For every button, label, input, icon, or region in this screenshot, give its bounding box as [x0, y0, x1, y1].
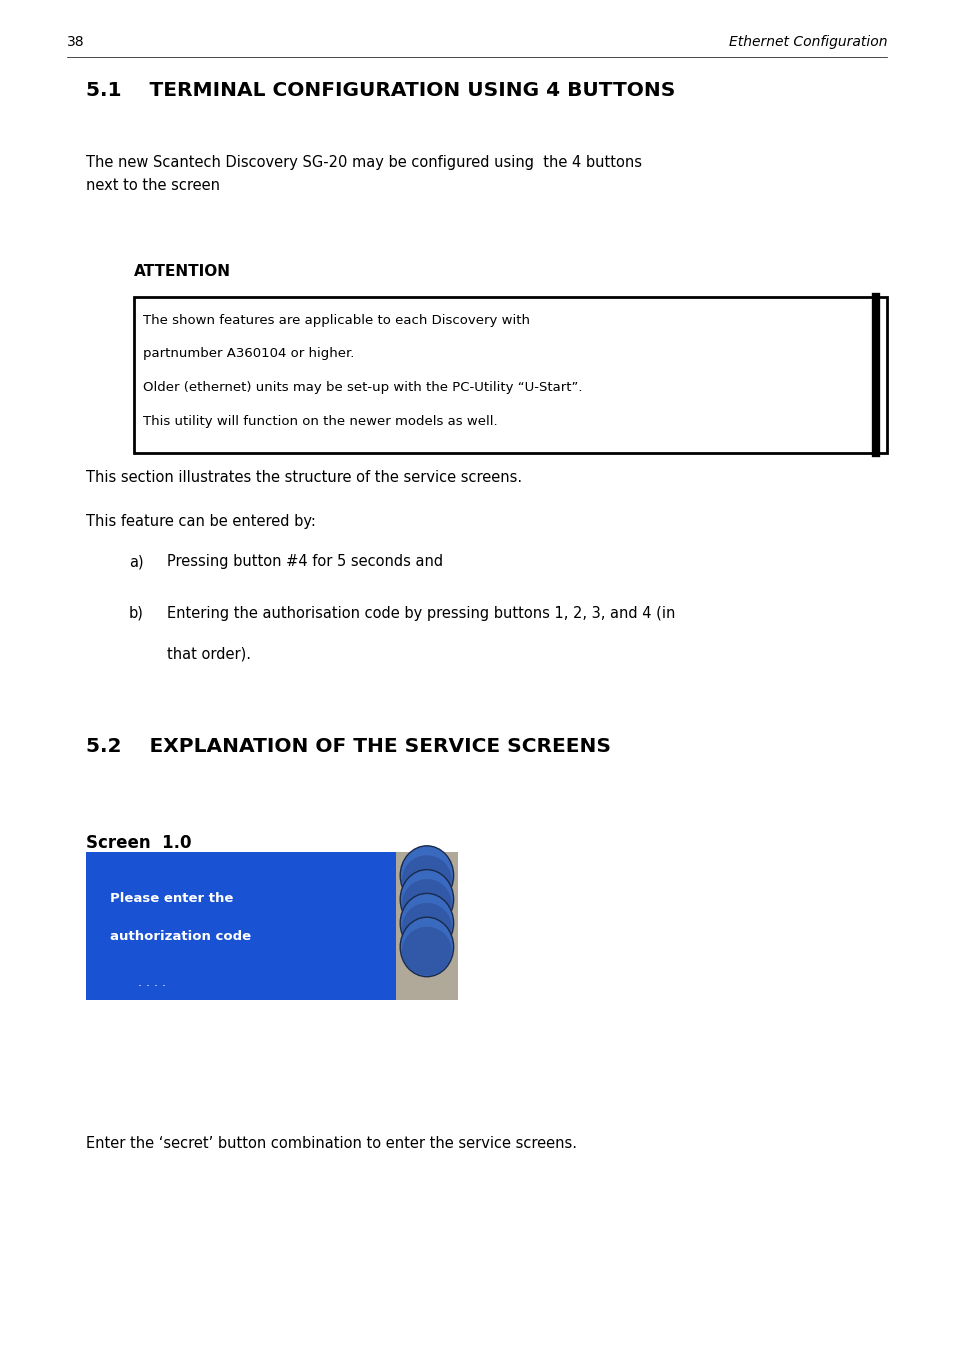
- FancyBboxPatch shape: [395, 852, 457, 1000]
- Text: b): b): [129, 606, 144, 621]
- FancyBboxPatch shape: [133, 297, 886, 453]
- Ellipse shape: [400, 846, 454, 906]
- Text: Screen  1.0: Screen 1.0: [86, 834, 192, 852]
- Text: This feature can be entered by:: This feature can be entered by:: [86, 514, 315, 529]
- Ellipse shape: [402, 856, 452, 904]
- Text: authorization code: authorization code: [110, 930, 251, 944]
- Text: Please enter the: Please enter the: [110, 892, 233, 906]
- Ellipse shape: [402, 926, 452, 975]
- Text: 5.2    EXPLANATION OF THE SERVICE SCREENS: 5.2 EXPLANATION OF THE SERVICE SCREENS: [86, 737, 610, 756]
- Text: partnumber A360104 or higher.: partnumber A360104 or higher.: [143, 347, 355, 361]
- Text: 38: 38: [67, 35, 84, 49]
- Text: The new Scantech Discovery SG-20 may be configured using  the 4 buttons
next to : The new Scantech Discovery SG-20 may be …: [86, 155, 641, 193]
- Text: This section illustrates the structure of the service screens.: This section illustrates the structure o…: [86, 470, 521, 485]
- Text: Pressing button #4 for 5 seconds and: Pressing button #4 for 5 seconds and: [167, 554, 442, 569]
- Ellipse shape: [400, 869, 454, 929]
- Text: a): a): [129, 554, 143, 569]
- Ellipse shape: [400, 917, 454, 976]
- Ellipse shape: [402, 879, 452, 927]
- Text: The shown features are applicable to each Discovery with: The shown features are applicable to eac…: [143, 314, 530, 327]
- Text: 5.1    TERMINAL CONFIGURATION USING 4 BUTTONS: 5.1 TERMINAL CONFIGURATION USING 4 BUTTO…: [86, 81, 675, 100]
- Text: Older (ethernet) units may be set-up with the PC-Utility “U-Start”.: Older (ethernet) units may be set-up wit…: [143, 381, 582, 395]
- Text: Enter the ‘secret’ button combination to enter the service screens.: Enter the ‘secret’ button combination to…: [86, 1136, 577, 1151]
- Ellipse shape: [402, 903, 452, 952]
- FancyBboxPatch shape: [86, 852, 395, 1000]
- Text: ATTENTION: ATTENTION: [133, 264, 231, 279]
- Text: that order).: that order).: [167, 646, 251, 661]
- Text: Ethernet Configuration: Ethernet Configuration: [728, 35, 886, 49]
- Text: . . . .: . . . .: [138, 976, 166, 990]
- Text: Entering the authorisation code by pressing buttons 1, 2, 3, and 4 (in: Entering the authorisation code by press…: [167, 606, 675, 621]
- Ellipse shape: [400, 894, 454, 953]
- Text: This utility will function on the newer models as well.: This utility will function on the newer …: [143, 415, 497, 429]
